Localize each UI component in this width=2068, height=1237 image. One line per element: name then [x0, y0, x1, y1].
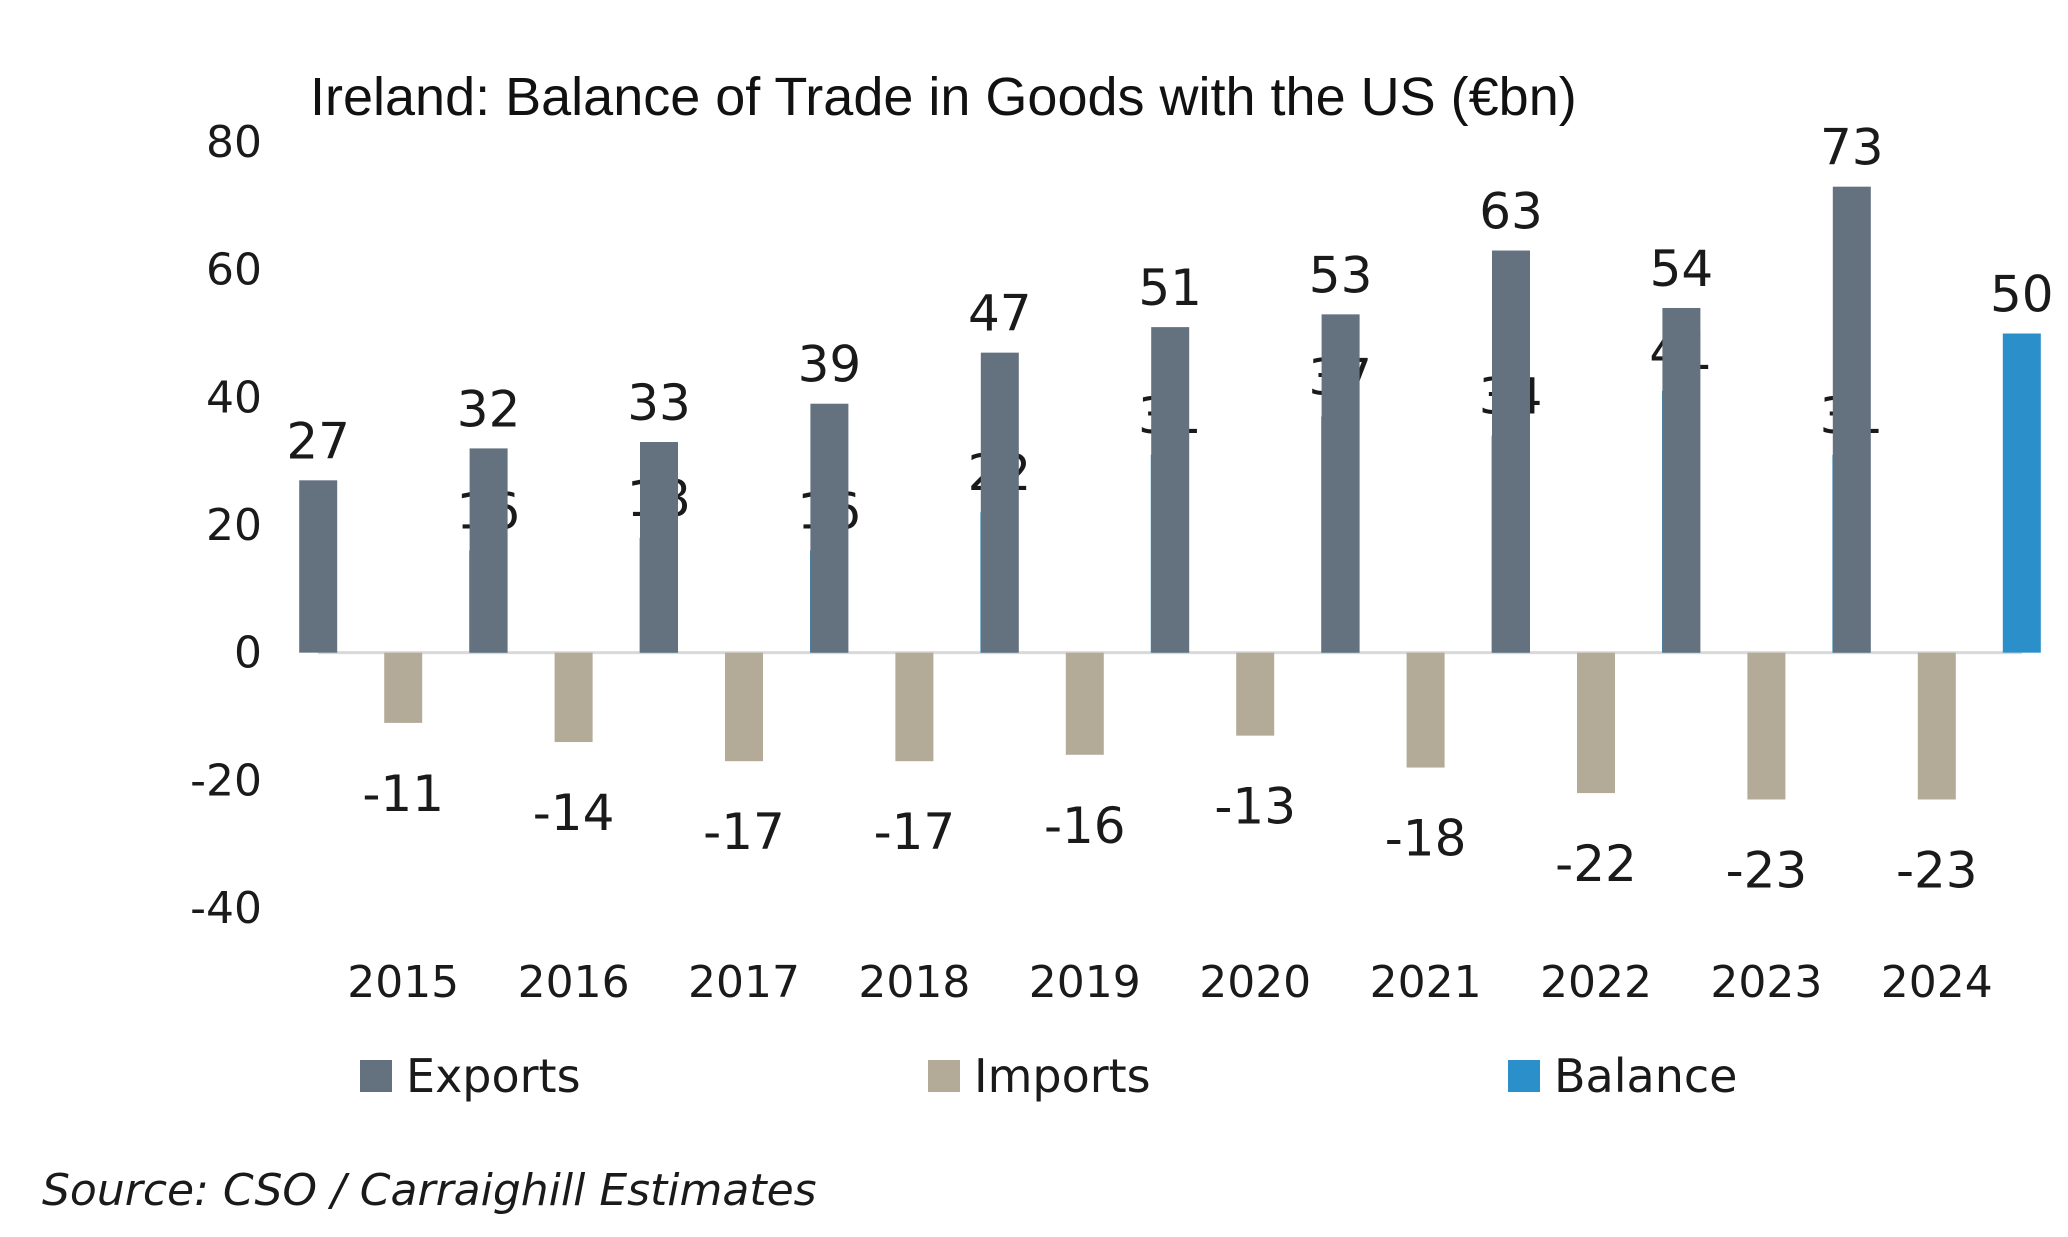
data-label-imports-2019: -16 — [1044, 797, 1126, 855]
data-label-exports-2024: 73 — [1820, 119, 1884, 177]
bar-imports-2022 — [1577, 652, 1615, 794]
y-tick-label: 40 — [206, 372, 262, 423]
x-tick-label: 2022 — [1540, 957, 1652, 1008]
bar-exports-2019 — [980, 352, 1019, 653]
data-label-exports-2017: 33 — [627, 374, 691, 432]
data-label-exports-2021: 53 — [1309, 246, 1373, 304]
data-label-balance-2024: 50 — [1990, 266, 2054, 324]
bar-exports-2017 — [640, 442, 678, 653]
bar-imports-2020 — [1236, 652, 1275, 736]
x-tick-label: 2021 — [1370, 957, 1482, 1008]
data-label-imports-2018: -17 — [874, 803, 956, 861]
bar-exports-2020 — [1151, 327, 1190, 653]
bar-exports-2024 — [1832, 186, 1871, 653]
y-tick-label: 80 — [206, 117, 262, 168]
bar-exports-2018 — [810, 403, 849, 653]
x-tick-label: 2016 — [518, 957, 630, 1008]
bar-imports-2019 — [1065, 652, 1104, 755]
bar-imports-2021 — [1406, 652, 1445, 768]
y-axis: 80 60 40 20 0 -20 -40 — [190, 117, 262, 934]
bar-exports-2022 — [1492, 250, 1530, 653]
legend-swatch-balance — [1508, 1060, 1540, 1092]
data-label-exports-2023: 54 — [1650, 240, 1714, 298]
data-label-imports-2017: -17 — [703, 803, 785, 861]
data-label-imports-2021: -18 — [1385, 810, 1467, 868]
data-label-imports-2023: -23 — [1726, 841, 1808, 899]
data-label-imports-2024: -23 — [1896, 841, 1978, 899]
bar-series: 27-111632-141833-171639-172247-163151-13… — [286, 119, 2053, 900]
y-tick-label: 0 — [234, 628, 262, 679]
data-label-exports-2016: 32 — [457, 380, 521, 438]
y-tick-label: 60 — [206, 245, 262, 296]
data-label-exports-2019: 47 — [968, 285, 1032, 343]
bar-imports-2016 — [554, 652, 593, 743]
x-tick-label: 2023 — [1710, 957, 1822, 1008]
source-note: Source: CSO / Carraighill Estimates — [42, 1165, 817, 1216]
chart-title: Ireland: Balance of Trade in Goods with … — [310, 67, 1577, 127]
x-tick-label: 2019 — [1029, 957, 1141, 1008]
legend-swatch-imports — [928, 1060, 960, 1092]
y-tick-label: -20 — [190, 755, 262, 806]
y-tick-label: 20 — [206, 500, 262, 551]
bar-imports-2024 — [1917, 652, 1956, 800]
legend-swatch-exports — [360, 1060, 392, 1092]
bar-exports-2016 — [469, 448, 508, 653]
bar-exports-2023 — [1662, 307, 1701, 653]
bar-imports-2018 — [895, 652, 934, 762]
x-axis: 2015 2016 2017 2018 2019 2020 2021 2022 2023 2024 — [347, 957, 1993, 1008]
data-label-exports-2015: 27 — [286, 412, 350, 470]
x-tick-label: 2017 — [688, 957, 800, 1008]
data-label-exports-2022: 63 — [1479, 183, 1543, 241]
data-label-exports-2020: 51 — [1138, 259, 1202, 317]
bar-imports-2017 — [725, 652, 763, 762]
data-label-exports-2018: 39 — [798, 336, 862, 394]
y-tick-label: -40 — [190, 883, 262, 934]
bar-exports-2015 — [299, 480, 338, 653]
bar-imports-2023 — [1747, 652, 1786, 800]
x-tick-label: 2018 — [858, 957, 970, 1008]
data-label-imports-2015: -11 — [362, 765, 444, 823]
x-tick-label: 2015 — [347, 957, 459, 1008]
legend: Exports Imports Balance — [360, 1049, 1737, 1103]
data-label-imports-2022: -22 — [1555, 835, 1637, 893]
bar-imports-2015 — [384, 652, 423, 723]
legend-label-balance: Balance — [1554, 1049, 1737, 1103]
data-label-imports-2020: -13 — [1214, 778, 1296, 836]
bar-exports-2021 — [1321, 314, 1360, 653]
x-tick-label: 2024 — [1881, 957, 1993, 1008]
x-tick-label: 2020 — [1199, 957, 1311, 1008]
legend-label-exports: Exports — [406, 1049, 581, 1103]
legend-label-imports: Imports — [974, 1049, 1151, 1103]
bar-balance-2024 — [2002, 333, 2041, 653]
data-label-imports-2016: -14 — [533, 784, 615, 842]
